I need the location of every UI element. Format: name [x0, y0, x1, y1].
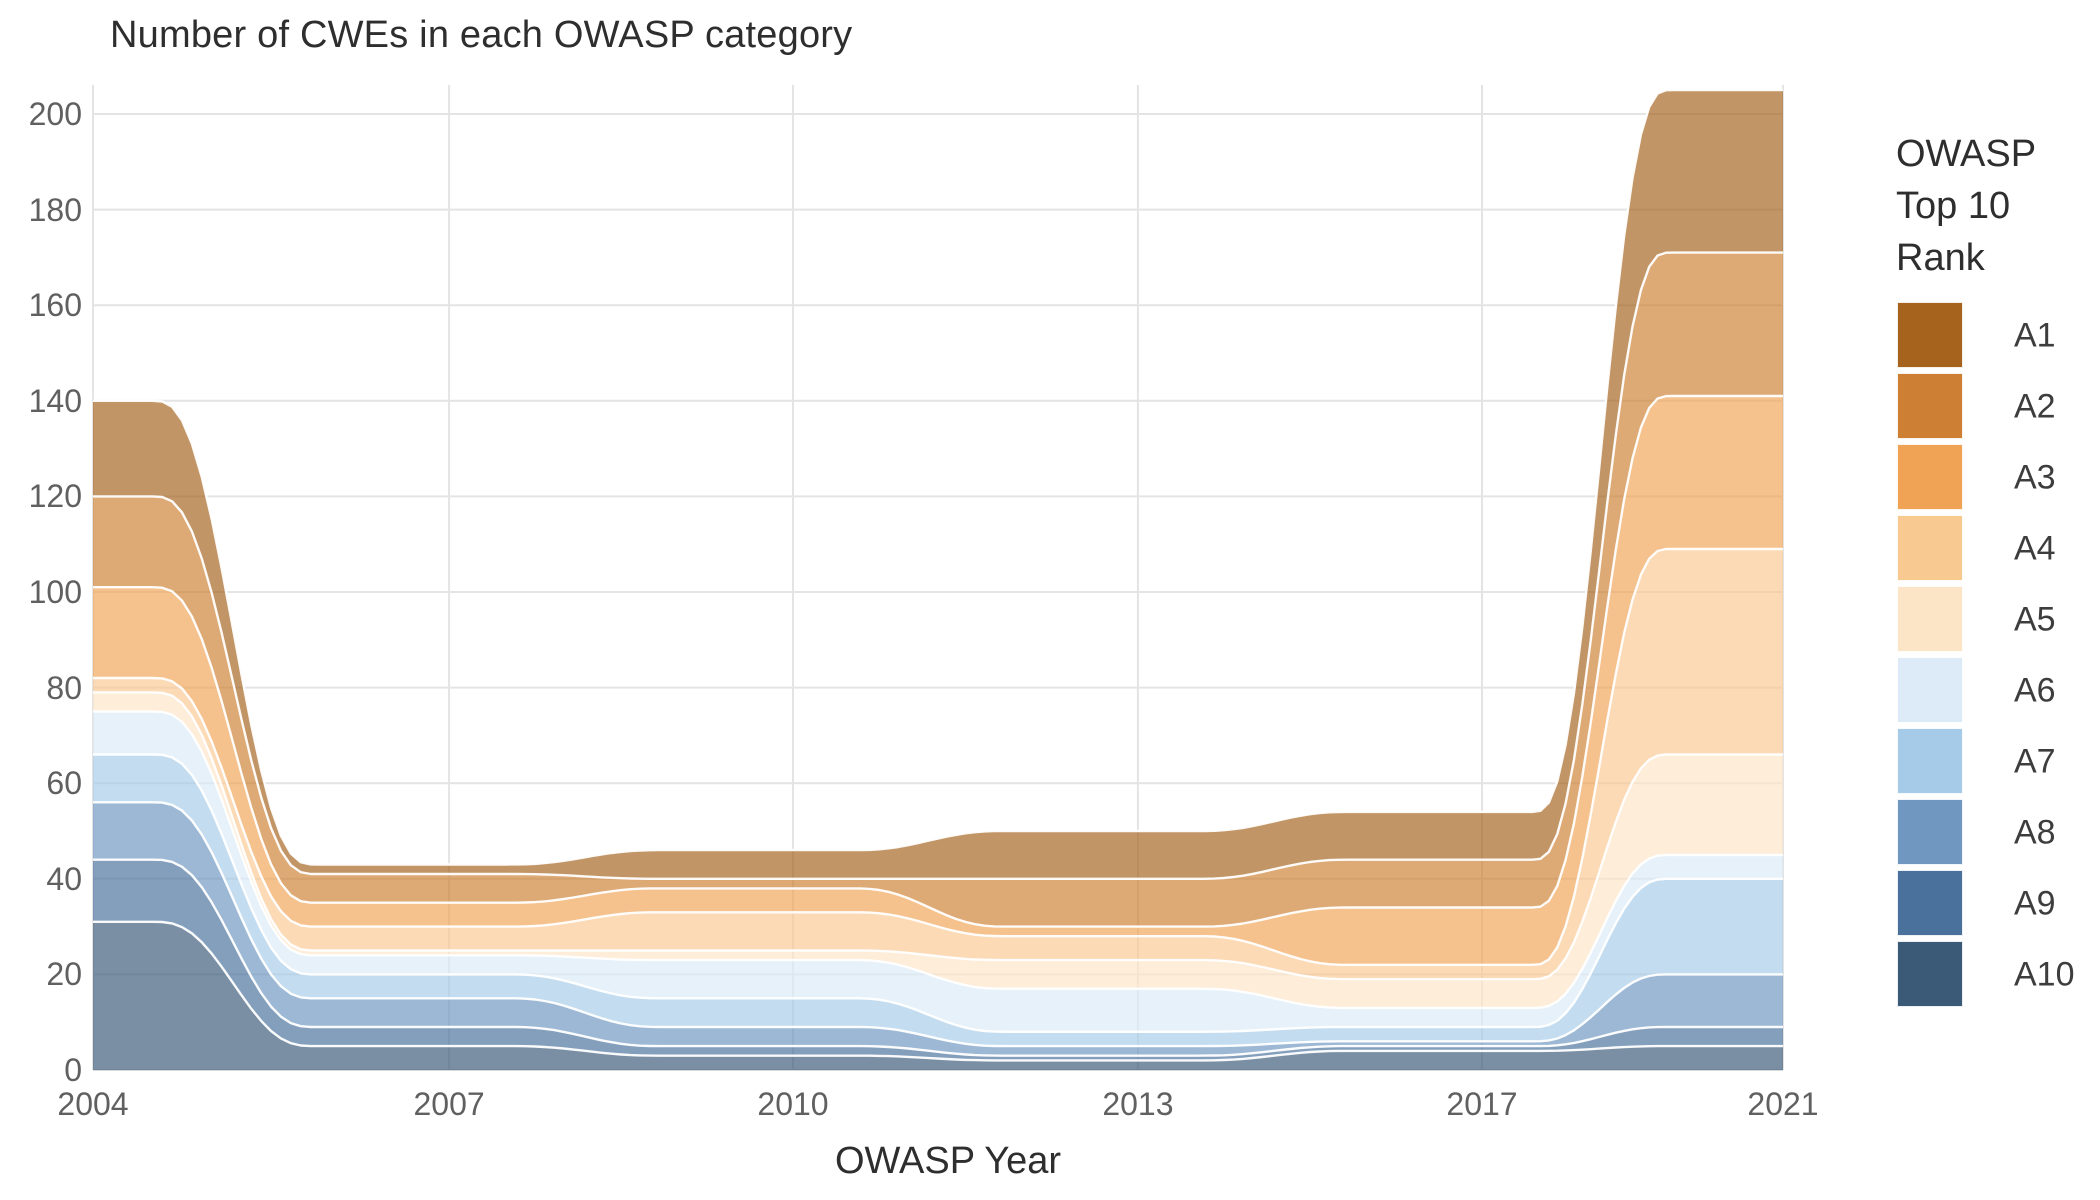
legend-swatch-A10 — [1897, 941, 1963, 1007]
legend-item-label: A2 — [2014, 387, 2056, 425]
x-tick-label: 2004 — [57, 1086, 129, 1122]
legend-item-label: A10 — [2014, 955, 2075, 993]
band-separator — [93, 858, 1783, 1057]
legend-title-line: Top 10 — [1896, 185, 2011, 227]
legend-item-label: A9 — [2014, 884, 2056, 922]
y-tick-label: 140 — [28, 382, 82, 419]
band-separator — [93, 691, 1783, 981]
y-tick-label: 80 — [46, 669, 82, 706]
legend-item: A3 — [1896, 444, 2096, 511]
area-band-A1 — [93, 90, 1783, 879]
y-tick-label: 200 — [28, 96, 82, 132]
legend-item: A5 — [1896, 586, 2096, 653]
legend-item: A4 — [1896, 515, 2096, 582]
legend-swatch-A1 — [1897, 302, 1963, 368]
legend-item-label: A5 — [2014, 600, 2056, 638]
legend-swatch-A6 — [1897, 657, 1963, 723]
legend: OWASP Top 10 Rank A1 A2 A3 A4 A5 A6 A7 A8 A9 A10 — [1896, 128, 2096, 1007]
legend-swatch-A8 — [1897, 799, 1963, 865]
legend-title-line: Rank — [1896, 237, 1985, 279]
legend-title: OWASP Top 10 Rank — [1896, 128, 2096, 284]
legend-swatch-A5 — [1897, 586, 1963, 652]
legend-item-label: A4 — [2014, 529, 2056, 567]
band-separator — [93, 88, 1783, 866]
x-axis-title: OWASP Year — [834, 1140, 1062, 1182]
legend-swatch-A9 — [1897, 870, 1963, 936]
legend-swatch-A4 — [1897, 515, 1963, 581]
legend-item-label: A1 — [2014, 316, 2056, 354]
legend-swatch-A2 — [1897, 373, 1963, 439]
legend-item: A9 — [1896, 870, 2096, 937]
y-tick-label: 100 — [28, 574, 82, 610]
band-separator — [93, 920, 1783, 1062]
legend-item-label: A6 — [2014, 671, 2056, 709]
y-tick-label: 120 — [28, 478, 82, 515]
legend-item: A7 — [1896, 728, 2096, 795]
x-tick-label: 2021 — [1747, 1086, 1819, 1122]
area-band-A10 — [93, 921, 1783, 1070]
legend-item: A10 — [1896, 941, 2096, 1008]
chart-title: Number of CWEs in each OWASP category — [110, 14, 853, 56]
y-tick-label: 40 — [46, 860, 82, 897]
band-separator — [93, 394, 1783, 928]
legend-swatch-A7 — [1897, 728, 1963, 794]
area-band-A8 — [93, 802, 1783, 1056]
band-separator — [93, 710, 1783, 1010]
band-separator — [93, 801, 1783, 1048]
legend-item-label: A8 — [2014, 813, 2056, 851]
band-separator — [93, 251, 1783, 880]
legend-item: A6 — [1896, 657, 2096, 724]
x-tick-label: 2010 — [757, 1086, 829, 1122]
legend-swatch-A3 — [1897, 444, 1963, 510]
x-tick-label: 2017 — [1446, 1086, 1518, 1122]
band-separator — [93, 547, 1783, 966]
y-tick-label: 60 — [46, 765, 82, 802]
y-tick-label: 0 — [64, 1052, 82, 1088]
legend-item: A8 — [1896, 799, 2096, 866]
y-tick-label: 160 — [28, 287, 82, 324]
legend-item-label: A7 — [2014, 742, 2056, 780]
x-tick-label: 2007 — [413, 1086, 485, 1122]
legend-item: A1 — [1896, 302, 2096, 369]
legend-title-line: OWASP — [1896, 133, 2037, 175]
band-separator — [93, 753, 1783, 1033]
x-tick-label: 2013 — [1102, 1086, 1174, 1122]
y-tick-label: 180 — [28, 191, 82, 228]
legend-item: A2 — [1896, 373, 2096, 440]
legend-item-label: A3 — [2014, 458, 2056, 496]
area-band-A9 — [93, 859, 1783, 1061]
y-tick-label: 20 — [46, 956, 82, 993]
